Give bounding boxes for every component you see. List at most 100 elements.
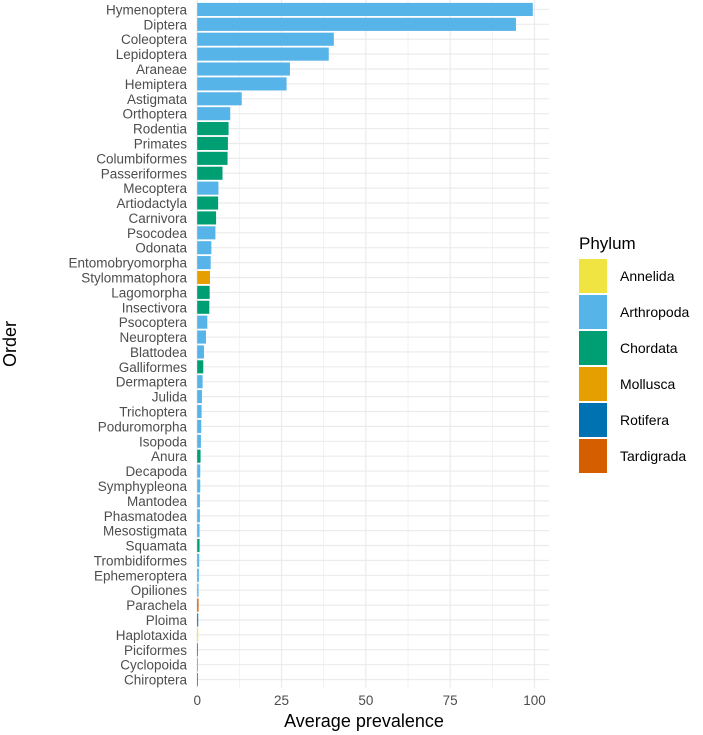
bar-anura <box>197 449 201 463</box>
bar-artiodactyla <box>197 196 219 210</box>
y-tick-symphypleona: Symphypleona <box>98 479 188 494</box>
bar-parachela <box>197 598 199 612</box>
y-tick-opiliones: Opiliones <box>131 583 188 598</box>
y-tick-mantodea: Mantodea <box>127 494 188 509</box>
legend-label-rotifera: Rotifera <box>620 412 669 428</box>
y-tick-julida: Julida <box>152 390 188 405</box>
y-tick-mesostigmata: Mesostigmata <box>103 524 188 539</box>
legend-label-arthropoda: Arthropoda <box>620 304 689 320</box>
bar-coleoptera <box>197 32 334 46</box>
legend-title: Phylum <box>579 234 636 253</box>
bar-astigmata <box>197 92 242 106</box>
legend-swatch-chordata <box>579 331 607 365</box>
y-tick-mecoptera: Mecoptera <box>123 181 187 196</box>
y-tick-labels: HymenopteraDipteraColeopteraLepidopteraA… <box>68 2 187 687</box>
y-tick-poduromorpha: Poduromorpha <box>98 419 188 434</box>
legend-label-mollusca: Mollusca <box>620 376 675 392</box>
bar-passeriformes <box>197 166 223 180</box>
y-tick-ephemeroptera: Ephemeroptera <box>94 568 188 583</box>
bar-mecoptera <box>197 181 219 195</box>
bar-poduromorpha <box>197 419 202 433</box>
bar-trombidiformes <box>197 553 200 567</box>
bar-ploima <box>197 613 199 627</box>
bar-entomobryomorpha <box>197 256 211 270</box>
bar-insectivora <box>197 300 210 314</box>
y-tick-phasmatodea: Phasmatodea <box>104 509 188 524</box>
y-tick-chiroptera: Chiroptera <box>124 673 188 688</box>
y-tick-isopoda: Isopoda <box>139 434 188 449</box>
y-tick-diptera: Diptera <box>143 17 187 32</box>
bar-lepidoptera <box>197 47 329 61</box>
bar-orthoptera <box>197 107 231 121</box>
y-tick-coleoptera: Coleoptera <box>121 32 188 47</box>
y-tick-lagomorpha: Lagomorpha <box>111 285 187 300</box>
y-tick-dermaptera: Dermaptera <box>116 375 188 390</box>
bar-psocoptera <box>197 315 208 329</box>
legend-swatch-rotifera <box>579 403 607 437</box>
bar-galliformes <box>197 360 204 374</box>
x-tick-50: 50 <box>358 693 373 708</box>
x-tick-75: 75 <box>443 693 458 708</box>
y-tick-passeriformes: Passeriformes <box>101 166 188 181</box>
x-tick-labels: 0 25 50 75 100 <box>193 693 545 708</box>
y-tick-hymenoptera: Hymenoptera <box>106 2 188 17</box>
y-tick-neuroptera: Neuroptera <box>119 330 187 345</box>
bar-squamata <box>197 538 200 553</box>
legend: Phylum Annelida Arthropoda Chordata Mollusc… <box>579 234 689 473</box>
legend-label-tardigrada: Tardigrada <box>620 448 686 464</box>
y-tick-trichoptera: Trichoptera <box>119 405 187 420</box>
y-tick-lepidoptera: Lepidoptera <box>116 47 188 62</box>
y-tick-decapoda: Decapoda <box>125 464 187 479</box>
y-tick-araneae: Araneae <box>136 62 187 77</box>
y-tick-cyclopoida: Cyclopoida <box>120 658 187 673</box>
y-tick-primates: Primates <box>134 136 188 151</box>
y-tick-parachela: Parachela <box>126 598 187 613</box>
y-tick-columbiformes: Columbiformes <box>96 151 187 166</box>
legend-label-chordata: Chordata <box>620 340 678 356</box>
x-tick-100: 100 <box>523 693 546 708</box>
bar-primates <box>197 136 228 151</box>
bar-julida <box>197 390 202 404</box>
y-tick-insectivora: Insectivora <box>122 300 188 315</box>
x-tick-25: 25 <box>274 693 289 708</box>
bar-diptera <box>197 17 516 31</box>
bar-piciformes <box>197 643 198 657</box>
y-tick-astigmata: Astigmata <box>127 92 188 107</box>
bar-decapoda <box>197 464 201 478</box>
x-tick-0: 0 <box>193 693 201 708</box>
bar-neuroptera <box>197 330 206 344</box>
legend-swatch-mollusca <box>579 367 607 401</box>
bar-odonata <box>197 241 212 255</box>
y-tick-carnivora: Carnivora <box>128 211 187 226</box>
bar-trichoptera <box>197 404 202 419</box>
bar-mesostigmata <box>197 524 200 538</box>
y-tick-haplotaxida: Haplotaxida <box>116 628 188 643</box>
bar-dermaptera <box>197 375 203 389</box>
y-axis-title: Order <box>0 321 20 367</box>
bar-lagomorpha <box>197 285 210 299</box>
legend-swatch-arthropoda <box>579 295 607 329</box>
legend-label-annelida: Annelida <box>620 268 675 284</box>
bar-carnivora <box>197 211 217 225</box>
y-tick-orthoptera: Orthoptera <box>122 107 187 122</box>
bar-chiroptera <box>197 673 198 687</box>
bar-rodentia <box>197 122 229 136</box>
y-tick-galliformes: Galliformes <box>119 360 188 375</box>
y-tick-squamata: Squamata <box>125 539 187 554</box>
x-axis-title: Average prevalence <box>284 711 444 731</box>
y-tick-psocoptera: Psocoptera <box>119 315 188 330</box>
y-tick-psocodea: Psocodea <box>127 226 188 241</box>
bar-stylommatophora <box>197 270 211 285</box>
bars-group <box>197 2 533 687</box>
bar-araneae <box>197 62 290 76</box>
bar-hymenoptera <box>197 2 533 16</box>
bar-hemiptera <box>197 77 287 91</box>
y-tick-blattodea: Blattodea <box>130 345 188 360</box>
y-tick-ploima: Ploima <box>146 613 188 628</box>
bar-phasmatodea <box>197 509 200 523</box>
bar-symphypleona <box>197 479 201 493</box>
panel-background <box>196 0 549 688</box>
y-tick-anura: Anura <box>151 449 188 464</box>
y-tick-piciformes: Piciformes <box>124 643 187 658</box>
bar-opiliones <box>197 583 199 597</box>
